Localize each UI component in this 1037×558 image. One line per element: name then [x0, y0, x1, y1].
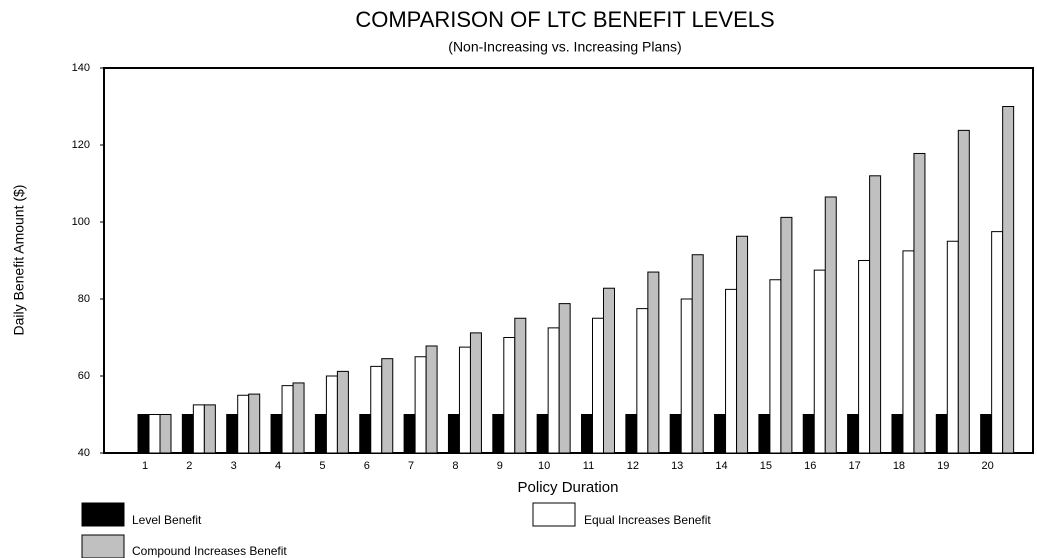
x-tick-label: 1 [142, 460, 148, 472]
x-tick-label: 3 [231, 460, 237, 472]
bar [858, 260, 871, 454]
bar [847, 414, 860, 454]
x-tick-label: 13 [671, 460, 683, 472]
bar [370, 365, 383, 454]
bar [447, 414, 460, 454]
y-axis-label: Daily Benefit Amount ($) [11, 185, 27, 336]
bar [736, 235, 749, 454]
bar [691, 254, 704, 454]
chart-subtitle: (Non-Increasing vs. Increasing Plans) [448, 39, 681, 55]
bar [592, 317, 604, 454]
bar [780, 216, 793, 454]
x-tick-label: 14 [715, 460, 727, 472]
y-tick-label: 80 [78, 293, 90, 305]
bar [991, 231, 1004, 454]
x-tick-label: 9 [497, 460, 503, 472]
x-tick-label: 15 [760, 460, 772, 472]
bar [536, 414, 549, 454]
x-axis-label: Policy Duration [518, 479, 619, 496]
bar [824, 196, 837, 454]
bar [359, 414, 372, 454]
bar [625, 414, 638, 454]
bar [1002, 106, 1015, 454]
bar [581, 414, 593, 454]
x-tick-label: 2 [186, 460, 192, 472]
bar [725, 288, 738, 454]
bar [403, 414, 416, 454]
y-tick-label: 40 [78, 447, 90, 459]
bar [913, 152, 926, 454]
bar [680, 298, 693, 454]
bar [603, 287, 615, 454]
bar [492, 414, 505, 454]
bar [248, 393, 261, 454]
bar [902, 250, 915, 454]
bar [957, 129, 970, 454]
x-tick-label: 7 [408, 460, 414, 472]
y-tick-label: 140 [72, 62, 90, 74]
legend-label: Equal Increases Benefit [584, 513, 711, 527]
legend-label: Level Benefit [132, 513, 202, 527]
bar [469, 332, 482, 454]
bar [869, 175, 882, 454]
x-tick-label: 12 [627, 460, 639, 472]
bar [891, 414, 904, 454]
x-tick-label: 17 [848, 460, 860, 472]
legend-label: Compound Increases Benefit [132, 544, 287, 558]
y-tick-label: 60 [78, 370, 90, 382]
bar [813, 269, 826, 454]
x-tick-label: 11 [583, 460, 594, 472]
bar [325, 375, 338, 454]
bar [281, 385, 294, 454]
bar [547, 327, 560, 454]
legend-swatch [532, 502, 576, 527]
bar [802, 414, 815, 454]
bar [226, 414, 239, 454]
bar [458, 346, 471, 454]
bar [137, 414, 150, 454]
bar [935, 414, 948, 454]
x-tick-label: 16 [804, 460, 816, 472]
y-tick-label: 120 [72, 139, 90, 151]
bar [237, 394, 250, 454]
bar [159, 414, 172, 454]
legend-swatch [81, 502, 125, 527]
chart-title: COMPARISON OF LTC BENEFIT LEVELS [355, 7, 774, 32]
bar [669, 414, 682, 454]
bar [181, 414, 194, 454]
bar [203, 404, 216, 454]
bar [980, 414, 993, 454]
bar [758, 414, 771, 454]
x-tick-label: 8 [452, 460, 458, 472]
bar [381, 358, 394, 454]
bar [503, 337, 516, 454]
bar [414, 356, 427, 454]
x-tick-label: 10 [538, 460, 550, 472]
bar [769, 279, 782, 454]
x-tick-label: 18 [893, 460, 905, 472]
bar [336, 370, 349, 454]
bar [647, 271, 660, 454]
bar [514, 317, 527, 454]
y-tick-label: 100 [72, 216, 90, 228]
bar [148, 414, 161, 454]
bar [270, 414, 283, 454]
bar [946, 240, 959, 454]
x-tick-label: 5 [319, 460, 325, 472]
legend-swatch [81, 534, 125, 558]
x-tick-label: 4 [275, 460, 281, 472]
bar [292, 382, 305, 454]
bar [314, 414, 327, 454]
bar [714, 414, 727, 454]
x-tick-label: 19 [937, 460, 949, 472]
bar [192, 404, 205, 454]
x-tick-label: 20 [982, 460, 994, 472]
bar [558, 303, 571, 454]
bar [636, 308, 649, 454]
x-tick-label: 6 [364, 460, 370, 472]
bar [425, 345, 438, 454]
